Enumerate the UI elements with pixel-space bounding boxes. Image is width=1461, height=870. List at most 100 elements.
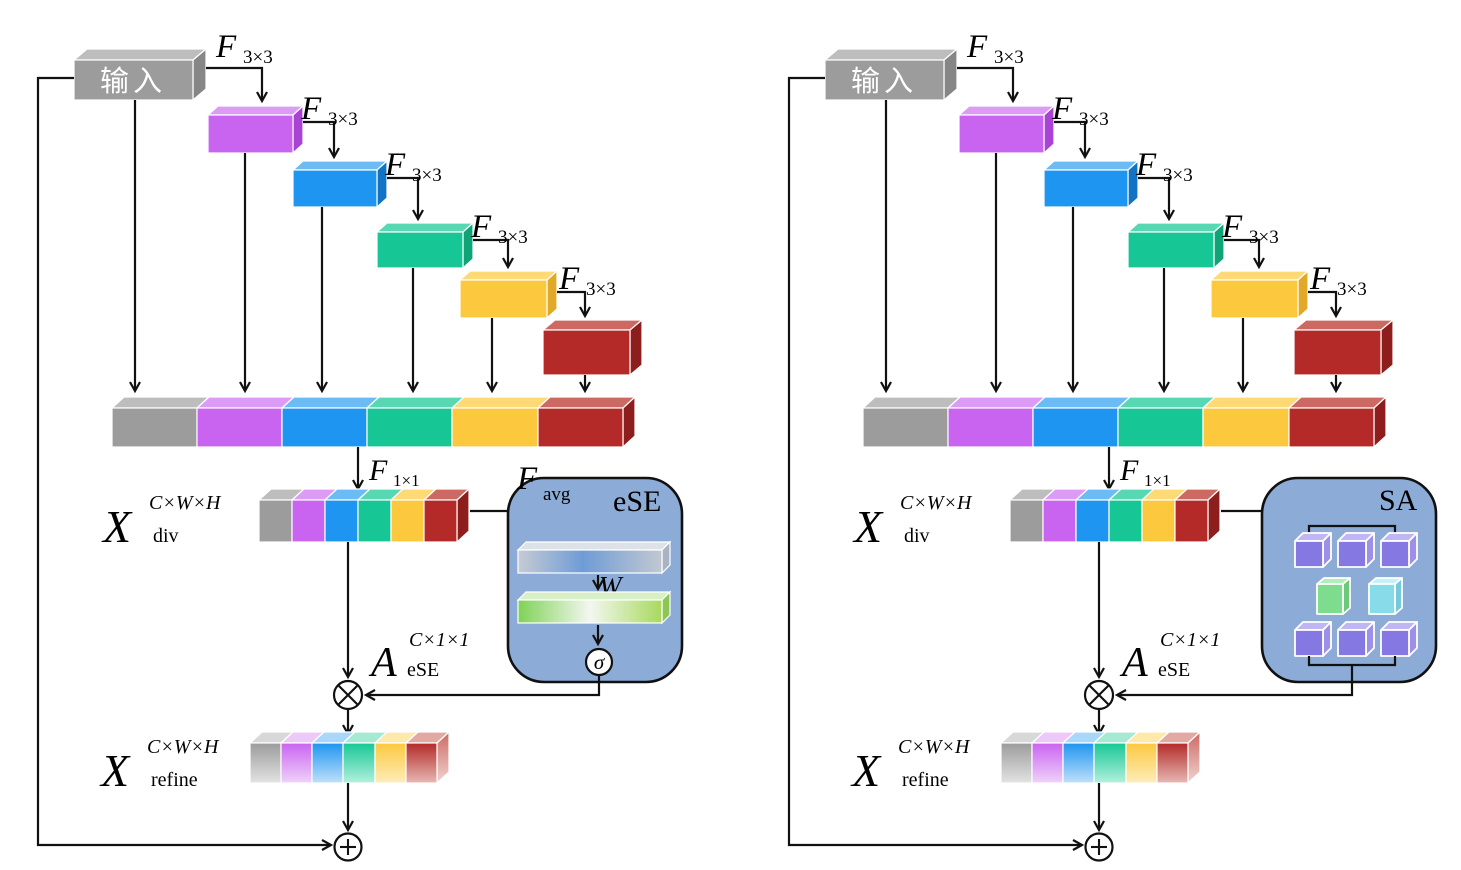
segment-front	[537, 407, 624, 448]
sa-title: SA	[1379, 484, 1418, 517]
conv3x3-sub: 3×3	[328, 109, 358, 130]
face-top	[206, 105, 305, 116]
conv3x3-base: F	[470, 209, 492, 245]
face-front	[376, 231, 464, 269]
segment-front	[311, 742, 344, 784]
conv-connector-2	[303, 120, 340, 160]
face-top	[516, 541, 672, 551]
f-avg-label: F avg	[516, 461, 571, 505]
face-front	[73, 59, 194, 101]
x-refine-base: X	[99, 745, 131, 796]
conv3x3-sub: 3×3	[498, 227, 528, 248]
conv3x3-sub: 3×3	[412, 165, 442, 186]
x-div-base: X	[101, 501, 133, 552]
face-front	[1337, 540, 1367, 568]
segment-front	[258, 499, 293, 543]
conv3x3-label-1: F 3×3	[215, 29, 273, 68]
face-front	[1380, 540, 1410, 568]
segment-top	[280, 396, 381, 409]
segment-top	[365, 396, 466, 409]
face-front	[1368, 583, 1396, 615]
segment-top	[110, 396, 211, 409]
sa-cube-purple	[1294, 532, 1332, 568]
multiply-cross	[337, 684, 359, 706]
face-top	[375, 222, 475, 233]
concat-feature-bar	[110, 395, 637, 449]
panel-left-ese: 输入	[36, 29, 684, 862]
x-refine-sup: C×W×H	[147, 736, 220, 758]
x-refine-sub: refine	[151, 769, 198, 791]
input-label: 输入	[100, 64, 166, 98]
panel-right-sa: SA	[789, 29, 1438, 861]
segment-front	[281, 407, 368, 448]
conv3x3-label-5: F 3×3	[558, 261, 616, 300]
face-front	[292, 169, 378, 208]
f-avg-base: F	[516, 461, 538, 497]
x-div-sup: C×W×H	[149, 492, 222, 514]
ese-title: eSE	[613, 485, 661, 518]
identity-shortcut	[36, 76, 334, 851]
segment-front	[405, 742, 438, 784]
input-box: 输入	[72, 47, 208, 102]
add-icon	[333, 832, 363, 862]
osa-aggregation-common: 输入	[36, 29, 644, 862]
conv1x1-base: F	[368, 454, 388, 487]
x-refine-bar	[248, 730, 451, 785]
multiply-icon	[332, 679, 364, 711]
gap-pool-bar	[516, 540, 672, 575]
segment-top	[195, 396, 296, 409]
sa-top-bracket	[1307, 524, 1397, 535]
conv3x3-base: F	[215, 29, 237, 65]
segment-front	[249, 742, 282, 784]
conv3x3-base: F	[558, 261, 580, 297]
conv1x1-sub: 1×1	[393, 471, 420, 490]
face-side	[1342, 577, 1351, 615]
attention-base: A	[368, 640, 397, 686]
face-side	[546, 269, 558, 320]
x-div-sub: div	[153, 525, 179, 547]
sa-cube-purple	[1337, 532, 1375, 568]
ese-block: F avg eSE W c σ	[506, 461, 684, 684]
face-front	[1294, 540, 1324, 568]
conv-box-5	[541, 318, 644, 377]
attention-sub: eSE	[407, 659, 439, 681]
face-side	[1394, 577, 1403, 615]
face-front	[1337, 629, 1367, 657]
f-avg-sub: avg	[543, 484, 571, 505]
face-front	[1380, 629, 1410, 657]
segment-top	[450, 396, 552, 409]
face-top	[516, 591, 672, 601]
conv3x3-base: F	[300, 91, 322, 127]
conv3x3-label-3: F 3×3	[384, 147, 442, 186]
sa-block: SA	[1260, 476, 1438, 684]
face-top	[291, 160, 389, 171]
conv-box-2	[291, 159, 389, 209]
attention-weight-label: A C×1×1 eSE	[368, 629, 469, 686]
conv3x3-base: F	[384, 147, 406, 183]
conv-box-3	[375, 221, 475, 270]
osa-aggregation-common-right	[789, 29, 1393, 861]
x-refine-label: X C×W×H refine	[99, 736, 220, 796]
segment-top	[536, 396, 637, 409]
segment-front	[366, 407, 453, 448]
face-top	[72, 48, 208, 61]
face-front	[207, 114, 294, 154]
conv3x3-sub: 3×3	[586, 279, 616, 300]
segment-front	[196, 407, 283, 448]
face-front	[459, 279, 548, 319]
face-side	[629, 318, 643, 377]
conv1x1-label: F 1×1	[368, 454, 420, 490]
segment-front	[451, 407, 539, 448]
attention-sup: C×1×1	[409, 629, 469, 651]
segment-front	[291, 499, 326, 543]
conv-connector-4	[473, 238, 514, 270]
face-front	[517, 599, 663, 624]
face-front	[542, 329, 631, 376]
fc-weight-bar	[516, 590, 672, 625]
sa-cube-purple	[1337, 621, 1375, 657]
face-top	[458, 270, 559, 281]
sa-cube-purple	[1380, 532, 1418, 568]
sa-cube-purple	[1294, 621, 1332, 657]
